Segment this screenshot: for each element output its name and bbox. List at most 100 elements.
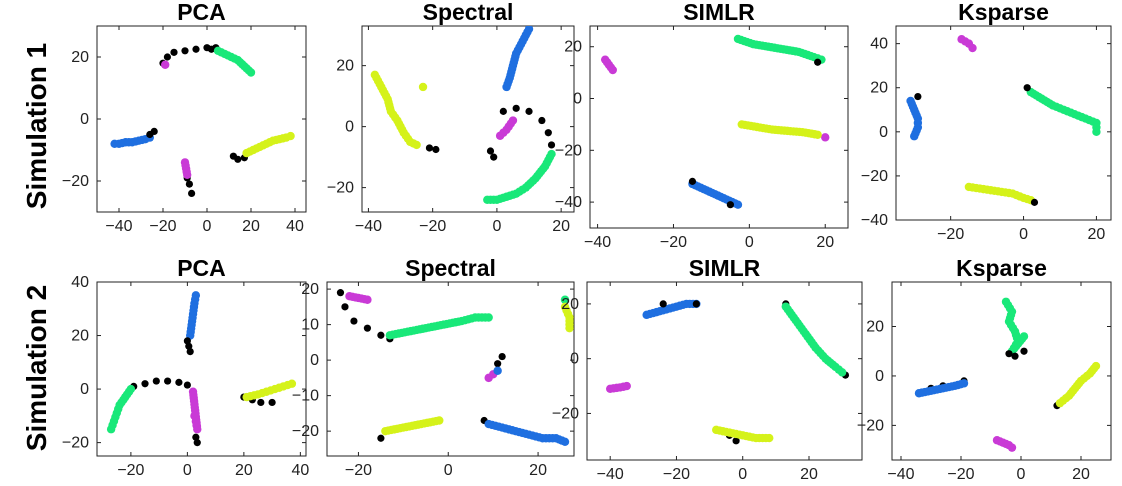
data-point [272, 135, 281, 145]
data-point [1005, 304, 1015, 313]
data-point [619, 382, 628, 391]
plot-area [336, 289, 574, 446]
cluster-black [914, 84, 1039, 206]
data-point [612, 383, 622, 393]
data-point [494, 360, 502, 368]
x-tick-label: −40 [355, 218, 382, 235]
x-tick-label: 0 [183, 462, 192, 479]
y-tick-label: −20 [327, 180, 354, 197]
data-point [266, 386, 275, 395]
data-point [1011, 352, 1019, 360]
plot-area [914, 297, 1101, 452]
cluster-blue [484, 366, 570, 446]
data-point [1005, 314, 1015, 323]
data-point [124, 138, 134, 147]
panel-title: Spectral [423, 0, 514, 25]
data-point [268, 398, 276, 407]
data-point [432, 416, 441, 426]
data-point [234, 155, 242, 163]
data-point [721, 427, 731, 437]
cluster-blue [642, 299, 701, 320]
data-point [490, 153, 498, 161]
y-tick-label: 0 [80, 381, 89, 398]
axes-frame [589, 25, 849, 229]
y-tick-label: 0 [570, 351, 579, 368]
y-tick-label: −20 [62, 435, 89, 452]
data-point [1089, 364, 1099, 373]
cluster-yellow [712, 425, 774, 443]
x-tick-label: −20 [345, 462, 372, 479]
data-point [748, 433, 757, 442]
cluster-yellow [381, 302, 574, 436]
data-point [161, 60, 170, 69]
data-point [1005, 350, 1013, 358]
row-label-simulation-2: Simulation 2 [21, 285, 52, 451]
cluster-magenta [161, 60, 192, 179]
cluster-green [213, 46, 256, 77]
x-tick-label: 0 [738, 466, 747, 483]
data-point [117, 398, 126, 407]
cluster-black [146, 44, 248, 197]
data-point [108, 421, 117, 430]
data-point [278, 134, 288, 143]
y-tick-label: 0 [573, 91, 582, 108]
data-point [560, 295, 570, 304]
x-tick-label: 20 [816, 234, 834, 251]
data-point [257, 398, 265, 407]
data-point [152, 377, 160, 385]
data-point [828, 360, 838, 370]
cluster-yellow [242, 131, 295, 158]
data-point [1007, 443, 1017, 452]
data-point [547, 141, 556, 149]
data-point [137, 135, 147, 145]
data-point [425, 144, 434, 152]
data-point [363, 324, 372, 332]
x-tick-label: 0 [444, 462, 453, 479]
data-point [499, 128, 508, 137]
cluster-black [688, 58, 822, 209]
data-point [761, 433, 771, 443]
data-point [1004, 188, 1014, 198]
data-point [182, 167, 191, 176]
scatter-panel-2: Spectral −40 −20 0 20 −20 0 20 [327, 0, 575, 235]
cluster-yellow [1055, 361, 1101, 408]
data-point [975, 184, 985, 193]
data-point [499, 193, 508, 202]
data-point [1077, 112, 1087, 122]
plot-area [906, 35, 1101, 206]
x-tick-label: 20 [800, 466, 818, 483]
y-tick-label: 0 [879, 124, 888, 141]
data-point [990, 186, 999, 195]
x-tick-label: 0 [492, 218, 501, 235]
cluster-black [927, 347, 1061, 410]
data-point [111, 412, 120, 422]
data-point [409, 139, 418, 148]
data-point [467, 314, 477, 323]
data-point [1001, 439, 1011, 449]
y-tick-label: 20 [301, 281, 319, 298]
data-point [692, 300, 700, 308]
x-tick-label: −20 [663, 466, 690, 483]
x-tick-label: 20 [1072, 466, 1090, 483]
data-point [181, 47, 189, 55]
data-point [190, 295, 200, 304]
cluster-magenta [605, 381, 631, 393]
data-point [181, 161, 190, 170]
data-point [1045, 99, 1055, 108]
panel-title: Ksparse [958, 0, 1049, 25]
data-point [678, 300, 688, 310]
data-point [360, 294, 369, 304]
data-point [397, 125, 407, 134]
y-tick-label: 20 [71, 328, 89, 345]
data-point [1023, 84, 1031, 92]
y-tick-label: 40 [71, 274, 89, 291]
y-tick-label: −10 [292, 388, 319, 405]
data-point [265, 138, 274, 147]
data-point [508, 426, 517, 435]
cluster-magenta [188, 387, 202, 434]
y-tick-label: −20 [552, 405, 579, 422]
axes-frame [891, 281, 1112, 461]
data-point [525, 107, 533, 115]
data-point [217, 48, 226, 57]
